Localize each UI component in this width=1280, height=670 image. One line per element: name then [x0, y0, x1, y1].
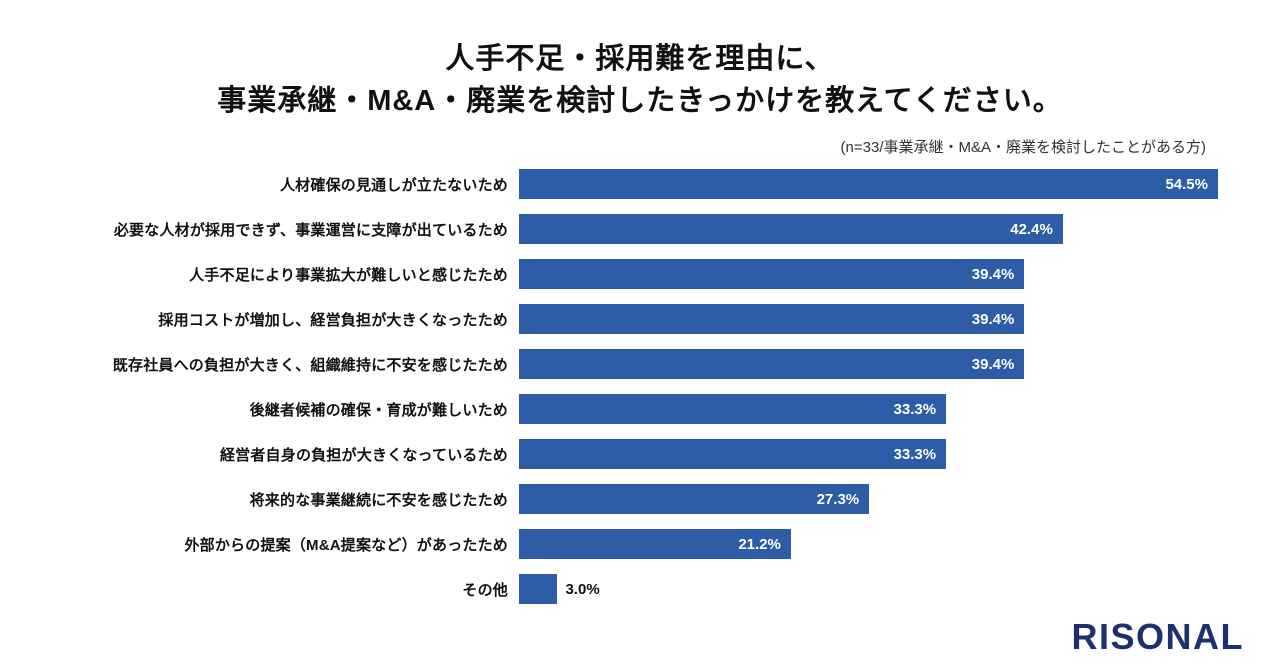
bar-track: 54.5%	[519, 169, 1218, 200]
chart-row: 人手不足により事業拡大が難しいと感じたため 39.4%	[0, 259, 1218, 290]
value-label: 33.3%	[893, 400, 937, 418]
bar-track: 33.3%	[519, 394, 1218, 425]
bar-track: 39.4%	[519, 304, 1218, 335]
chart-row: 外部からの提案（M&A提案など）があったため 21.2%	[0, 529, 1218, 560]
bar	[519, 574, 558, 605]
chart-row: 既存社員への負担が大きく、組織維持に不安を感じたため 39.4%	[0, 349, 1218, 380]
bar-track: 33.3%	[519, 439, 1218, 470]
category-label: 必要な人材が採用できず、事業運営に支障が出ているため	[113, 221, 508, 239]
category-label: その他	[462, 581, 508, 599]
chart-row: 経営者自身の負担が大きくなっているため 33.3%	[0, 439, 1218, 470]
chart-row: 将来的な事業継続に不安を感じたため 27.3%	[0, 484, 1218, 515]
bar: 39.4%	[519, 259, 1025, 290]
chart-row: その他 3.0%	[0, 574, 1218, 605]
value-label: 33.3%	[893, 445, 937, 463]
bar: 42.4%	[519, 214, 1063, 245]
category-label: 将来的な事業継続に不安を感じたため	[249, 491, 508, 509]
value-label: 42.4%	[1010, 220, 1053, 238]
chart-row: 後継者候補の確保・育成が難しいため 33.3%	[0, 394, 1218, 425]
category-label: 採用コストが増加し、経営負担が大きくなったため	[158, 311, 508, 329]
bar-track: 3.0%	[519, 574, 1218, 605]
chart-row: 人材確保の見通しが立たないため 54.5%	[0, 169, 1218, 200]
bar-track: 42.4%	[519, 214, 1218, 245]
value-label: 54.5%	[1165, 175, 1208, 193]
value-label: 39.4%	[971, 310, 1015, 328]
bar-track: 27.3%	[519, 484, 1218, 515]
bar: 33.3%	[519, 439, 947, 470]
bar: 54.5%	[519, 169, 1218, 200]
category-label: 既存社員への負担が大きく、組織維持に不安を感じたため	[112, 356, 508, 374]
category-label: 外部からの提案（M&A提案など）があったため	[184, 536, 508, 554]
chart-title-line1: 人手不足・採用難を理由に、	[445, 43, 835, 75]
category-label: 後継者候補の確保・育成が難しいため	[249, 401, 508, 419]
bar: 39.4%	[519, 349, 1025, 380]
bar-track: 39.4%	[519, 349, 1218, 380]
bar-chart: 人材確保の見通しが立たないため 54.5% 必要な人材が採用できず、事業運営に支障が…	[0, 169, 1218, 605]
bar: 27.3%	[519, 484, 870, 515]
chart-row: 必要な人材が採用できず、事業運営に支障が出ているため 42.4%	[0, 214, 1218, 245]
value-label: 39.4%	[971, 355, 1015, 373]
value-label: 3.0%	[565, 580, 600, 598]
value-label: 27.3%	[816, 490, 860, 508]
value-label: 39.4%	[971, 265, 1015, 283]
bar: 33.3%	[519, 394, 947, 425]
chart-title: 人手不足・採用難を理由に、 事業承継・M&A・廃業を検討したきっかけを教えてくだ…	[0, 38, 1280, 122]
bar: 21.2%	[519, 529, 791, 560]
bar: 39.4%	[519, 304, 1025, 335]
bar-track: 21.2%	[519, 529, 1218, 560]
chart-title-line2: 事業承継・M&A・廃業を検討したきっかけを教えてください。	[217, 85, 1063, 118]
chart-row: 採用コストが増加し、経営負担が大きくなったため 39.4%	[0, 304, 1218, 335]
category-label: 経営者自身の負担が大きくなっているため	[219, 446, 508, 464]
bar-track: 39.4%	[519, 259, 1218, 290]
chart-subtitle: (n=33/事業承継・M&A・廃業を検討したことがある方)	[840, 139, 1206, 157]
chart-wrap: (n=33/事業承継・M&A・廃業を検討したことがある方) 人材確保の見通しが立…	[0, 136, 1218, 605]
category-label: 人材確保の見通しが立たないため	[279, 176, 508, 194]
risonal-logo: RISONAL	[1071, 616, 1244, 657]
value-label: 21.2%	[738, 535, 781, 553]
category-label: 人手不足により事業拡大が難しいと感じたため	[189, 266, 508, 284]
